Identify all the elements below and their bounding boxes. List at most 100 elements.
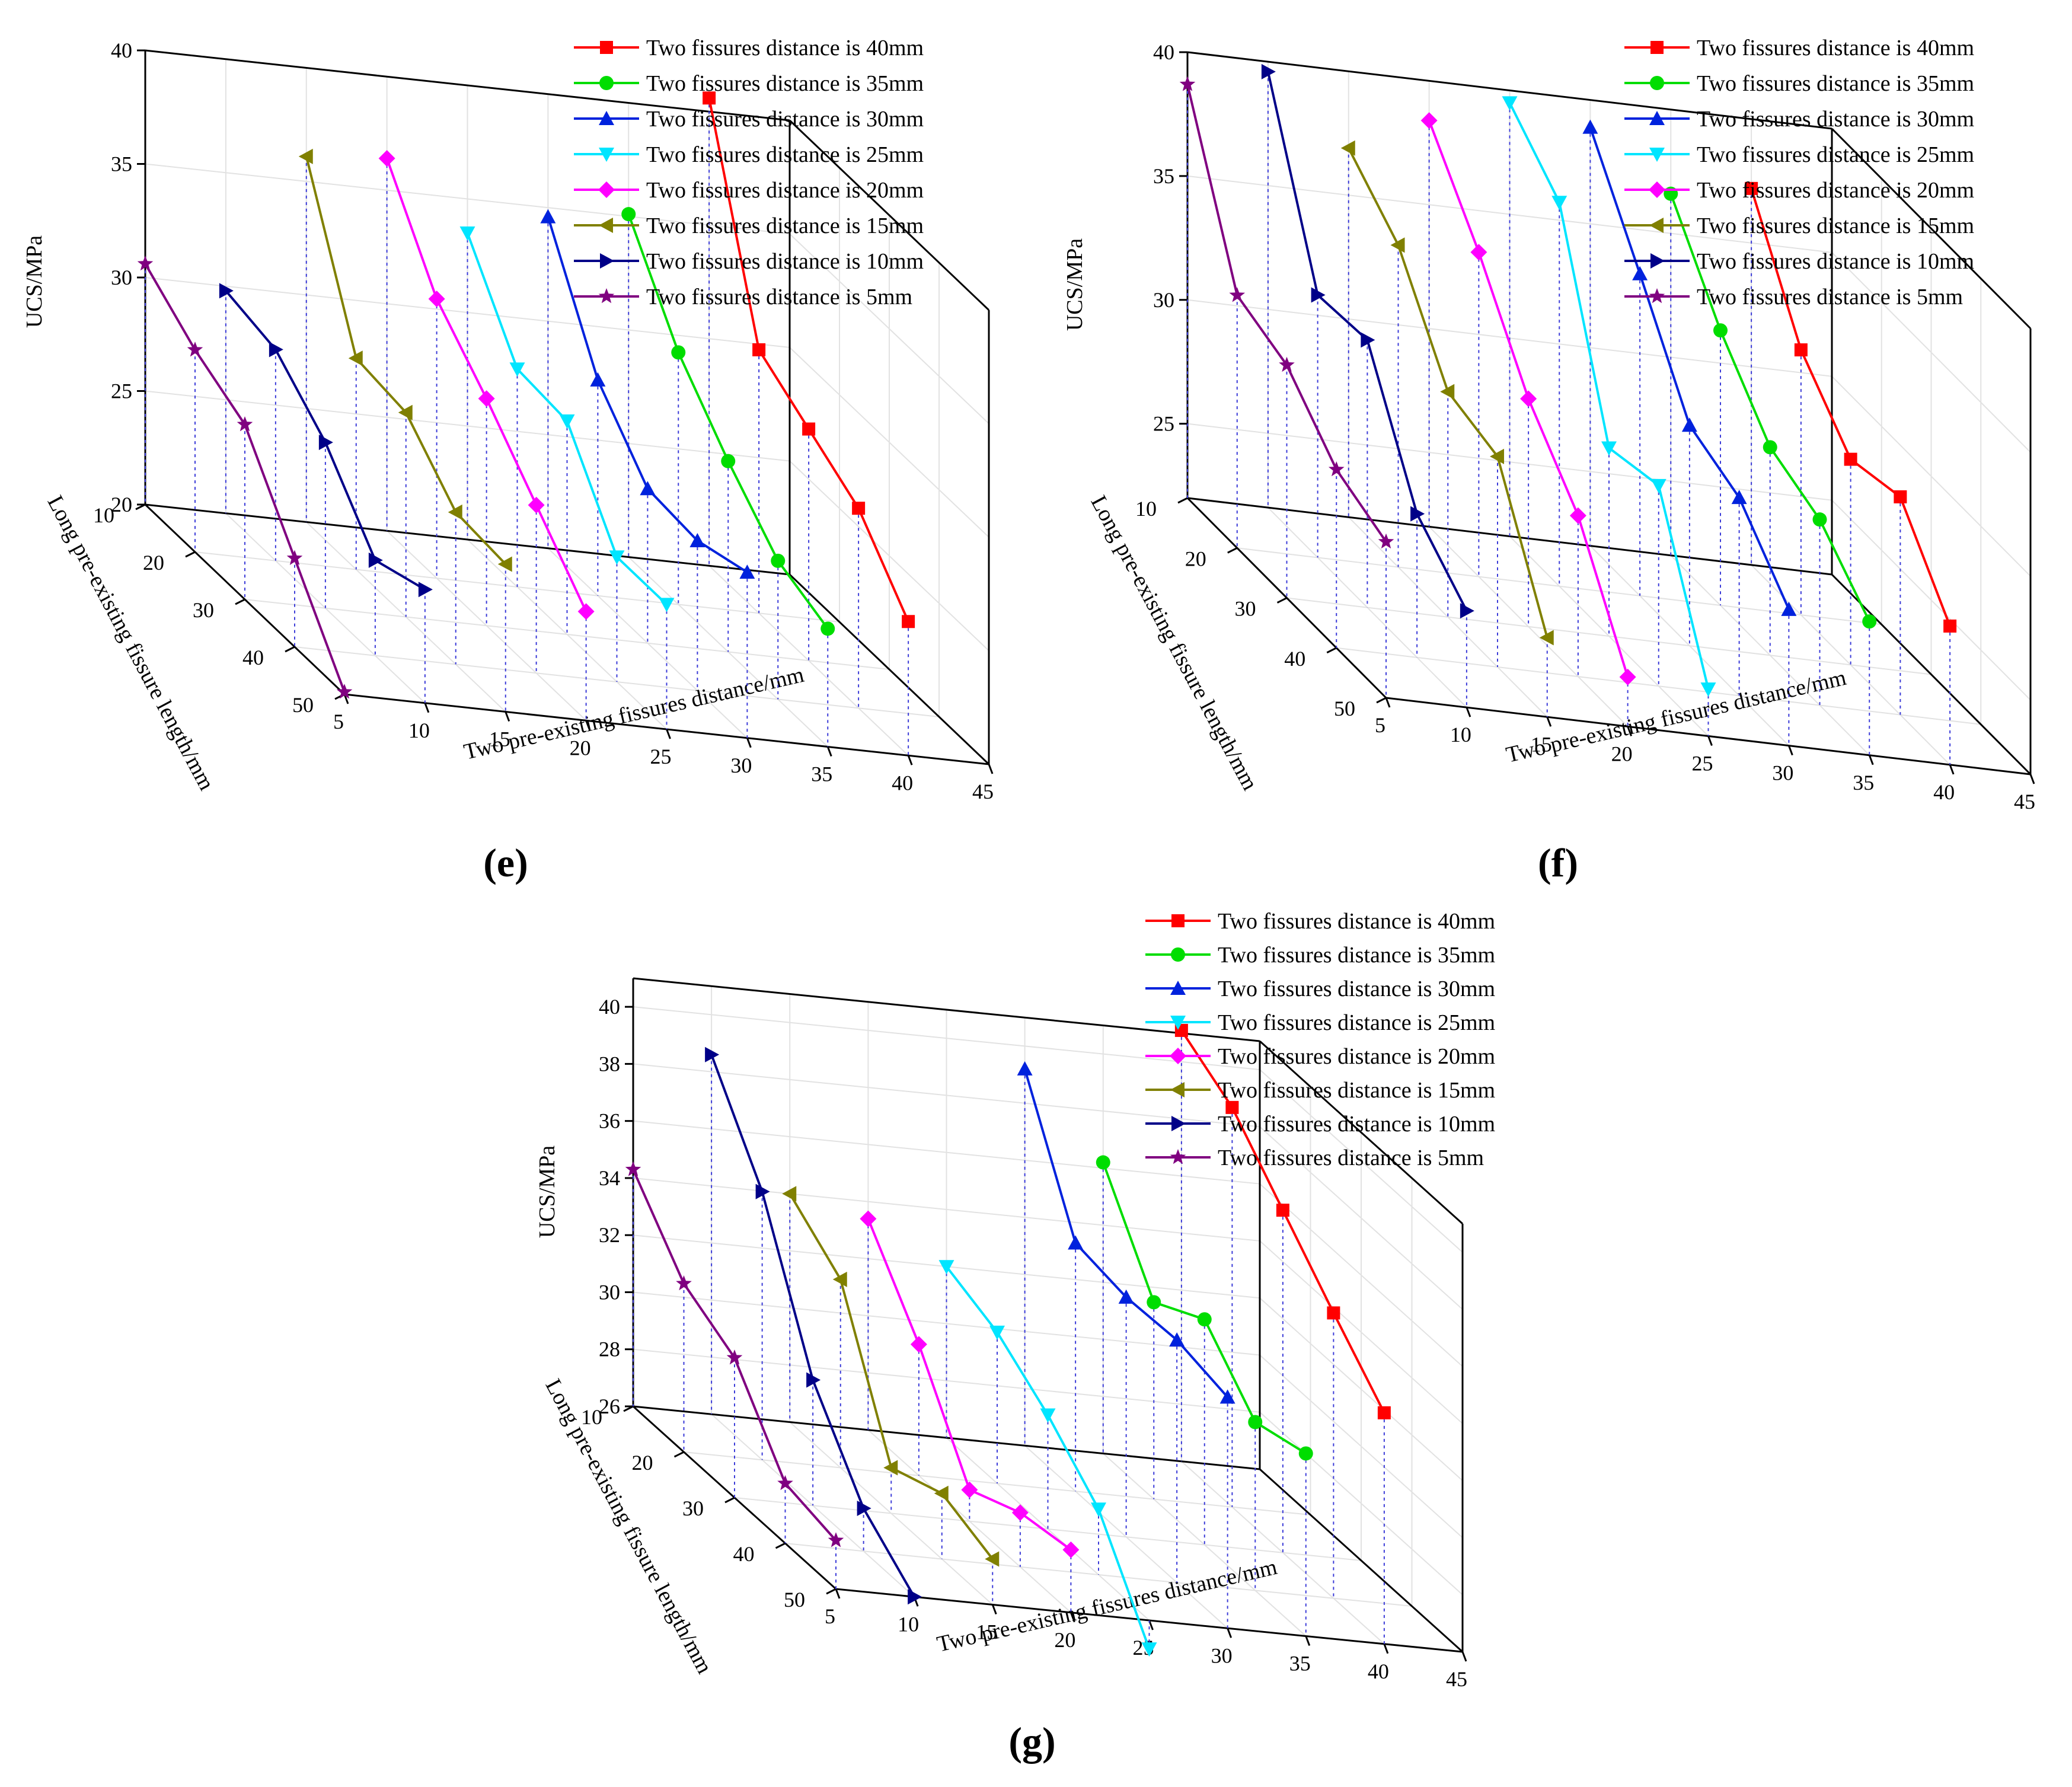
panel-label-g: (g) xyxy=(1008,1719,1055,1764)
series-20mm xyxy=(378,150,595,721)
series-25mm xyxy=(1502,96,1716,736)
z-tick-label: 38 xyxy=(599,1052,620,1076)
series-10mm xyxy=(1261,63,1474,708)
legend-entry: Two fissures distance is 20mm xyxy=(1697,178,1974,203)
data-point-marker xyxy=(1390,237,1405,253)
z-tick-label: 25 xyxy=(1153,412,1174,436)
legend-entry: Two fissures distance is 20mm xyxy=(1218,1044,1495,1069)
y-tick xyxy=(235,598,245,605)
legend-entry: Two fissures distance is 20mm xyxy=(646,178,924,203)
data-point-marker xyxy=(689,532,705,547)
legend-entry: Two fissures distance is 30mm xyxy=(1218,977,1495,1001)
x-tick-label: 20 xyxy=(1611,742,1633,765)
z-tick-label: 35 xyxy=(111,152,132,176)
data-point-marker xyxy=(755,1183,770,1199)
x-tick xyxy=(666,729,671,739)
floor-gridline-y xyxy=(1336,647,1981,725)
series-20mm xyxy=(860,1210,1080,1613)
legend-entry: Two fissures distance is 35mm xyxy=(1218,943,1495,968)
data-point-marker xyxy=(448,504,462,520)
x-tick xyxy=(988,764,994,774)
data-point-marker xyxy=(1781,601,1797,616)
x-tick xyxy=(505,711,510,722)
legend-marker xyxy=(599,76,614,90)
y-tick xyxy=(826,1588,837,1595)
y-tick-label: 50 xyxy=(784,1588,805,1612)
z-tick-label: 36 xyxy=(599,1109,620,1133)
y-tick-label: 40 xyxy=(733,1542,755,1566)
y-tick xyxy=(285,646,295,653)
data-point-marker xyxy=(938,1260,954,1275)
series-15mm xyxy=(1340,140,1554,717)
series-5mm xyxy=(625,1161,844,1589)
data-point-marker xyxy=(1261,63,1276,79)
data-point-marker xyxy=(336,684,353,699)
data-point-marker xyxy=(577,603,595,620)
data-point-marker xyxy=(187,342,203,357)
x-tick xyxy=(2029,774,2035,784)
legend-entry: Two fissures distance is 15mm xyxy=(1697,213,1974,238)
floor-gridline-y xyxy=(244,599,890,670)
y-tick xyxy=(1177,497,1188,504)
x-tick-label: 45 xyxy=(972,780,994,803)
y-tick-label: 10 xyxy=(93,503,114,527)
y-tick xyxy=(1326,647,1337,654)
data-point-marker xyxy=(1812,512,1827,527)
data-point-marker xyxy=(1844,452,1857,466)
data-point-marker xyxy=(1745,181,1758,195)
y-tick xyxy=(185,551,196,558)
data-point-marker xyxy=(1229,287,1246,302)
data-point-marker xyxy=(1219,1389,1235,1404)
data-point-marker xyxy=(1601,441,1617,456)
data-point-marker xyxy=(509,362,525,377)
legend-entry: Two fissures distance is 25mm xyxy=(1218,1010,1495,1035)
series-30mm xyxy=(1017,1061,1235,1629)
y-tick-label: 10 xyxy=(581,1405,602,1429)
data-point-marker xyxy=(821,621,835,636)
data-point-marker xyxy=(269,342,283,358)
y-tick xyxy=(1276,597,1288,604)
axis-frame-edge xyxy=(1831,127,2032,330)
legend-entry: Two fissures distance is 5mm xyxy=(646,285,912,309)
legend-marker xyxy=(1649,288,1665,304)
data-point-marker xyxy=(1943,619,1957,633)
data-point-marker xyxy=(497,556,512,572)
z-axis-title: UCS/MPa xyxy=(535,1145,560,1238)
data-point-marker xyxy=(1440,384,1455,400)
z-tick-label: 30 xyxy=(1153,288,1174,312)
x-tick-label: 40 xyxy=(1933,780,1955,804)
data-point-marker xyxy=(908,1589,922,1605)
data-point-marker xyxy=(348,350,363,366)
legend-marker xyxy=(1170,1048,1186,1064)
legend-marker xyxy=(1170,1149,1186,1164)
z-tick-label: 32 xyxy=(599,1223,620,1247)
legend-marker xyxy=(599,218,613,233)
x-tick-label: 35 xyxy=(811,762,832,786)
y-tick-label: 40 xyxy=(242,646,264,669)
legend-entry: Two fissures distance is 10mm xyxy=(646,249,924,274)
z-tick-label: 25 xyxy=(111,379,132,403)
legend-marker xyxy=(1650,41,1664,54)
data-point-marker xyxy=(1520,390,1537,407)
data-point-marker xyxy=(1502,96,1518,111)
y-tick-label: 40 xyxy=(1284,647,1305,671)
data-point-marker xyxy=(1650,478,1666,493)
data-point-marker xyxy=(1327,1306,1340,1320)
axis-frame-edge xyxy=(1259,1468,1464,1653)
x-tick xyxy=(907,755,913,765)
z-tick-label: 40 xyxy=(111,39,132,62)
series-group xyxy=(625,1023,1391,1657)
x-tick-label: 10 xyxy=(898,1612,919,1636)
data-point-marker xyxy=(1311,287,1326,303)
data-point-marker xyxy=(1763,440,1777,455)
legend-marker xyxy=(1171,947,1185,962)
x-tick-label: 30 xyxy=(730,754,752,777)
legend-marker xyxy=(1649,218,1664,233)
x-tick-label: 5 xyxy=(333,710,344,733)
axis-frame-edge xyxy=(1831,573,2032,776)
data-point-marker xyxy=(1141,1642,1157,1657)
legend-entry: Two fissures distance is 40mm xyxy=(1697,36,1974,60)
y-tick xyxy=(1227,547,1238,554)
